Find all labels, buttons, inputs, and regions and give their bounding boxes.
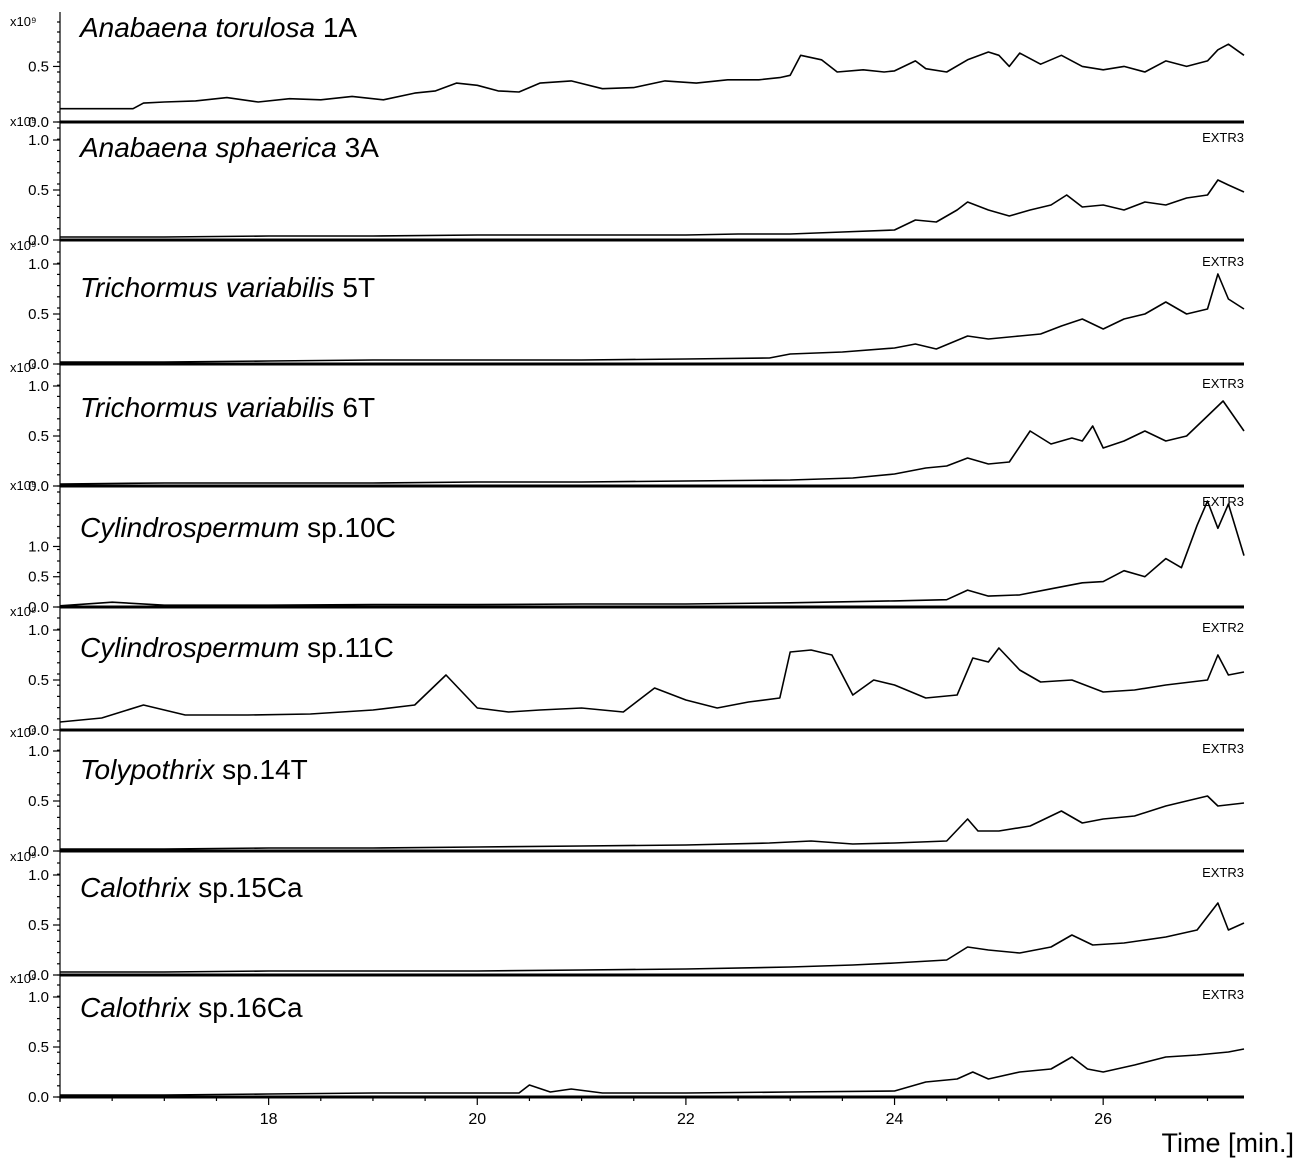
extraction-tag: EXTR2 bbox=[1202, 620, 1244, 635]
y-tick-label: 1.0 bbox=[28, 867, 49, 884]
y-tick-label: 1.0 bbox=[28, 622, 49, 639]
y-exponent-label: x10⁹ bbox=[10, 478, 37, 493]
y-tick-label: 0.0 bbox=[28, 722, 49, 739]
y-exponent-label: x10⁹ bbox=[10, 360, 37, 375]
y-exponent-label: x10⁹ bbox=[10, 238, 37, 253]
sample-name: Calothrix sp.15Ca bbox=[80, 872, 303, 903]
sample-genus: Cylindrospermum bbox=[80, 512, 299, 543]
sample-genus: Cylindrospermum bbox=[80, 632, 299, 663]
sample-genus: Anabaena sphaerica bbox=[78, 132, 337, 163]
sample-genus: Tolypothrix bbox=[80, 754, 215, 785]
extraction-tag: EXTR3 bbox=[1202, 865, 1244, 880]
sample-genus: Trichormus variabilis bbox=[80, 272, 335, 303]
extraction-tag: EXTR3 bbox=[1202, 254, 1244, 269]
chromatogram-trace bbox=[59, 400, 1245, 485]
y-tick-label: 0.0 bbox=[28, 114, 49, 131]
sample-name: Trichormus variabilis 5T bbox=[80, 272, 375, 303]
sample-genus: Anabaena torulosa bbox=[78, 12, 315, 43]
sample-strain: 5T bbox=[335, 272, 375, 303]
chromatogram-panel: 0.0 0.5 x10⁹ Anabaena torulosa 1A bbox=[10, 12, 1245, 131]
y-tick-label: 1.0 bbox=[28, 743, 49, 760]
sample-genus: Calothrix bbox=[80, 992, 191, 1023]
y-tick-label: 1.0 bbox=[28, 132, 49, 149]
sample-name: Trichormus variabilis 6T bbox=[80, 392, 375, 423]
chromatogram-panel: 0.0 0.5 1.0 x10⁹ EXTR3 Trichormus variabilis … bbox=[10, 360, 1245, 495]
y-tick-label: 0.5 bbox=[28, 1039, 49, 1056]
chromatogram-panel: 0.0 0.5 1.0 x10⁹ EXTR2 Cylindrospermum sp.11C bbox=[10, 604, 1245, 739]
chromatogram-panel: 0.0 0.5 1.0 x10⁹ EXTR3 Trichormus variabilis … bbox=[10, 238, 1245, 373]
chromatogram-trace bbox=[60, 179, 1245, 238]
sample-strain: 6T bbox=[335, 392, 375, 423]
sample-name: Tolypothrix sp.14T bbox=[80, 754, 308, 785]
y-exponent-label: x10⁹ bbox=[10, 604, 37, 619]
y-tick-label: 1.0 bbox=[28, 378, 49, 395]
sample-name: Cylindrospermum sp.11C bbox=[80, 632, 394, 663]
y-exponent-label: x10⁹ bbox=[10, 14, 37, 29]
sample-name: Cylindrospermum sp.10C bbox=[80, 512, 396, 543]
y-tick-label: 0.5 bbox=[28, 428, 49, 445]
chromatogram-panel: 0.0 0.5 1.0 x10⁹ EXTR3 Calothrix sp.16Ca bbox=[10, 971, 1245, 1106]
sample-strain: sp.16Ca bbox=[190, 992, 302, 1023]
y-tick-label: 0.5 bbox=[28, 569, 49, 586]
sample-genus: Calothrix bbox=[80, 872, 191, 903]
y-tick-label: 0.0 bbox=[28, 356, 49, 373]
x-tick-label: 24 bbox=[886, 1111, 904, 1128]
chromatogram-trace bbox=[60, 795, 1245, 850]
y-tick-label: 0.5 bbox=[28, 182, 49, 199]
x-axis-label: Time [min.] bbox=[1161, 1128, 1294, 1158]
sample-name: Anabaena torulosa 1A bbox=[78, 12, 357, 43]
extraction-tag: EXTR3 bbox=[1202, 494, 1244, 509]
y-exponent-label: x10⁹ bbox=[10, 725, 37, 740]
chromatogram-trace bbox=[60, 273, 1245, 363]
sample-strain: 3A bbox=[337, 132, 379, 163]
y-tick-label: 0.5 bbox=[28, 917, 49, 934]
sample-name: Calothrix sp.16Ca bbox=[80, 992, 303, 1023]
y-tick-label: 0.0 bbox=[28, 843, 49, 860]
extraction-tag: EXTR3 bbox=[1202, 987, 1244, 1002]
y-tick-label: 0.0 bbox=[28, 1089, 49, 1106]
y-tick-label: 1.0 bbox=[28, 989, 49, 1006]
extraction-tag: EXTR3 bbox=[1202, 741, 1244, 756]
extraction-tag: EXTR3 bbox=[1202, 376, 1244, 391]
chromatogram-trace bbox=[60, 43, 1245, 110]
chromatogram-trace bbox=[60, 902, 1245, 973]
chromatogram-panel: 0.0 0.5 1.0 x10⁹ EXTR3 Tolypothrix sp.14T bbox=[10, 725, 1245, 860]
y-tick-label: 0.0 bbox=[28, 232, 49, 249]
y-exponent-label: x10⁹ bbox=[10, 971, 37, 986]
y-exponent-label: x10⁹ bbox=[10, 114, 37, 129]
sample-strain: 1A bbox=[315, 12, 357, 43]
x-tick-label: 22 bbox=[677, 1111, 695, 1128]
y-tick-label: 1.0 bbox=[28, 538, 49, 555]
sample-name: Anabaena sphaerica 3A bbox=[78, 132, 379, 163]
chromatogram-panel: 0.0 0.5 1.0 x10⁹ EXTR3 Calothrix sp.15Ca bbox=[10, 849, 1245, 984]
sample-genus: Trichormus variabilis bbox=[80, 392, 335, 423]
y-tick-label: 1.0 bbox=[28, 256, 49, 273]
extraction-tag: EXTR3 bbox=[1202, 130, 1244, 145]
sample-strain: sp.11C bbox=[299, 632, 393, 663]
y-tick-label: 0.5 bbox=[28, 58, 49, 75]
sample-strain: sp.10C bbox=[299, 512, 396, 543]
y-tick-label: 0.5 bbox=[28, 306, 49, 323]
y-tick-label: 0.5 bbox=[28, 672, 49, 689]
y-tick-label: 0.0 bbox=[28, 478, 49, 495]
y-exponent-label: x10⁹ bbox=[10, 849, 37, 864]
chromatogram-trace bbox=[59, 647, 1245, 723]
sample-strain: sp.14T bbox=[214, 754, 307, 785]
sample-strain: sp.15Ca bbox=[190, 872, 302, 903]
chromatogram-trace bbox=[59, 500, 1245, 607]
x-tick-label: 20 bbox=[468, 1111, 486, 1128]
chromatogram-panel: 0.0 0.5 1.0 x10⁹ EXTR3 Anabaena sphaerica 3A bbox=[10, 114, 1245, 249]
x-tick-label: 26 bbox=[1094, 1111, 1112, 1128]
x-tick-label: 18 bbox=[260, 1111, 278, 1128]
y-tick-label: 0.0 bbox=[28, 967, 49, 984]
y-tick-label: 0.5 bbox=[28, 793, 49, 810]
chromatogram-trace bbox=[60, 1048, 1245, 1096]
chromatogram-panel: 0.0 0.5 1.0 x10⁹ EXTR3 Cylindrospermum sp.10C bbox=[10, 478, 1245, 616]
y-tick-label: 0.0 bbox=[28, 599, 49, 616]
